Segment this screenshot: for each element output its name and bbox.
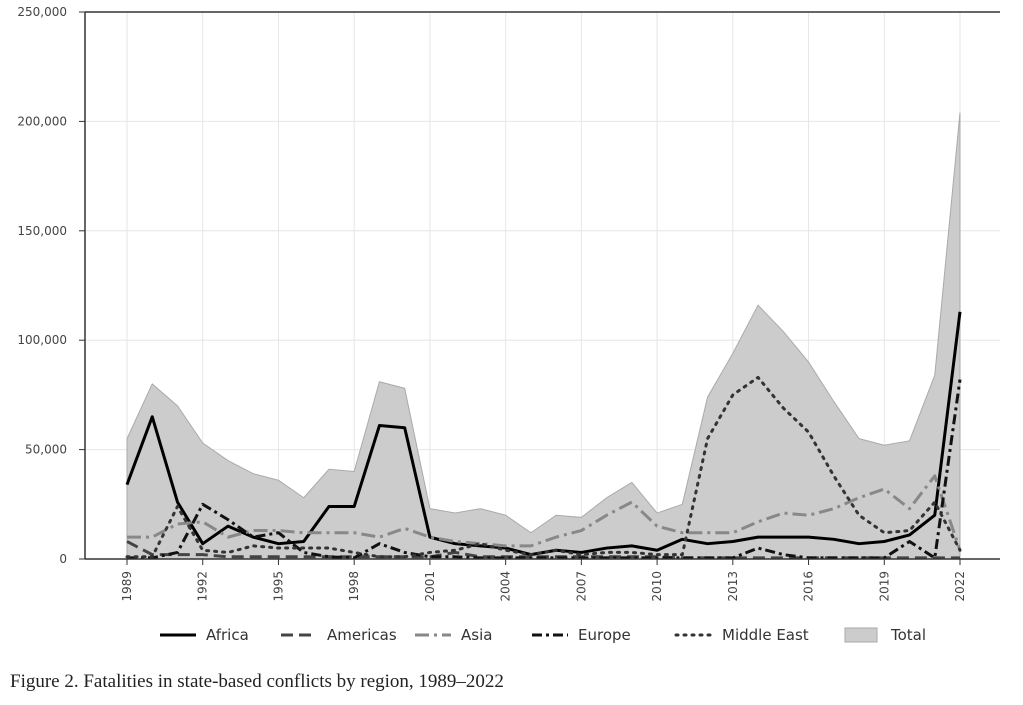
x-tick-label: 1992 bbox=[196, 571, 210, 602]
y-tick-label: 150,000 bbox=[17, 224, 67, 238]
legend-item-total: Total bbox=[844, 626, 926, 644]
x-tick-label: 2016 bbox=[802, 571, 816, 602]
figure-caption: Figure 2. Fatalities in state-based conf… bbox=[10, 671, 504, 692]
x-tick-label: 2007 bbox=[574, 571, 588, 602]
legend-swatch-total bbox=[844, 627, 878, 643]
legend-label: Africa bbox=[206, 626, 249, 644]
series-lines bbox=[125, 311, 962, 560]
series-line-africa bbox=[125, 311, 962, 557]
legend-item-africa: Africa bbox=[160, 626, 249, 644]
y-tick-label: 50,000 bbox=[25, 443, 67, 457]
x-tick-label: 2013 bbox=[726, 571, 740, 602]
x-tick-label: 1989 bbox=[120, 571, 134, 602]
chart: 0 50,000 100,000 150,000 200,000 250,000 1989… bbox=[17, 5, 1000, 644]
legend-item-asia: Asia bbox=[415, 626, 492, 644]
legend-label: Total bbox=[890, 626, 926, 644]
x-tick-label: 2001 bbox=[423, 571, 437, 602]
legend-item-middle-east: Middle East bbox=[674, 626, 809, 644]
series-area-total bbox=[126, 112, 961, 560]
legend-item-europe: Europe bbox=[532, 626, 631, 644]
legend-label: Middle East bbox=[722, 626, 809, 644]
axes bbox=[84, 11, 1000, 560]
legend-label: Americas bbox=[327, 626, 397, 644]
series-line-europe bbox=[127, 379, 962, 560]
legend-item-americas: Americas bbox=[281, 626, 397, 644]
x-tick-label: 2004 bbox=[499, 571, 513, 602]
x-tick-label: 2019 bbox=[877, 571, 891, 602]
total-area-layer bbox=[126, 112, 961, 560]
y-tick-label: 0 bbox=[59, 552, 67, 566]
y-axis-ticks: 0 50,000 100,000 150,000 200,000 250,000 bbox=[17, 5, 85, 566]
y-tick-label: 250,000 bbox=[17, 5, 67, 19]
legend-label: Europe bbox=[578, 626, 631, 644]
x-axis-ticks: 1989 1992 1995 1998 2001 2004 2007 2010 2013 2016… bbox=[120, 559, 967, 602]
legend-label: Asia bbox=[461, 626, 492, 644]
y-tick-label: 100,000 bbox=[17, 333, 67, 347]
x-tick-label: 2022 bbox=[953, 571, 967, 602]
x-tick-label: 1995 bbox=[271, 571, 285, 602]
x-tick-label: 2010 bbox=[650, 571, 664, 602]
series-line-asia bbox=[127, 474, 962, 551]
y-tick-label: 200,000 bbox=[17, 114, 67, 128]
x-tick-label: 1998 bbox=[347, 571, 361, 602]
legend: Africa Americas Asia Europe Middle East Total bbox=[160, 626, 926, 644]
